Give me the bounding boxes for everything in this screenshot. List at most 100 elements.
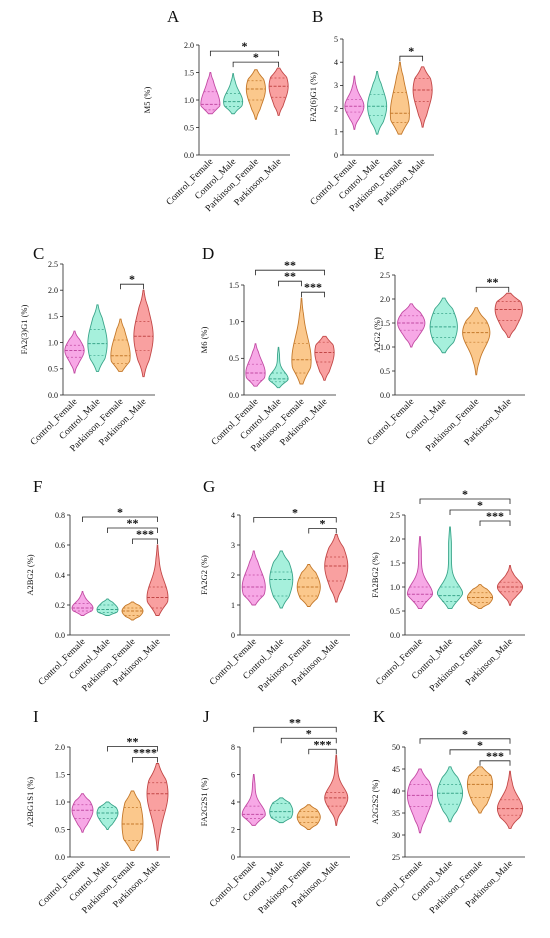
violin-parkinson-male (496, 564, 524, 606)
y-tick-label: 0 (231, 853, 235, 862)
y-tick-label: 1.5 (380, 319, 390, 328)
significance-label: ** (289, 715, 301, 729)
y-tick-label: 0.0 (48, 391, 58, 400)
significance-bracket (419, 498, 511, 504)
significance-label: **** (133, 746, 157, 760)
violin-control-female (245, 343, 266, 387)
y-tick-label: 4 (231, 511, 235, 520)
y-tick-label: 0.2 (55, 601, 65, 610)
significance-bracket (308, 748, 337, 755)
panel-label: H (373, 477, 385, 496)
y-axis-title: FA2(3)G1 (%) (19, 305, 29, 355)
y-tick-label: 1.5 (55, 770, 65, 779)
panel-label: K (373, 707, 386, 726)
y-tick-label: 0.5 (229, 354, 239, 363)
significance-bracket (255, 269, 325, 276)
y-tick-label: 2.0 (48, 286, 58, 295)
panel-label: A (167, 7, 180, 26)
y-tick-label: 1 (334, 128, 338, 137)
violin-control-female (64, 330, 85, 374)
y-tick-label: 0.4 (55, 571, 65, 580)
y-tick-label: 5 (334, 35, 338, 44)
y-tick-label: 2.5 (390, 511, 400, 520)
significance-bracket (278, 280, 302, 287)
y-tick-label: 0 (334, 151, 338, 160)
significance-bracket (280, 737, 337, 744)
significance-label: ** (284, 269, 296, 283)
y-tick-label: 40 (392, 787, 400, 796)
violin-parkinson-female (462, 307, 491, 376)
y-tick-label: 2 (231, 571, 235, 580)
y-tick-label: 45 (392, 765, 400, 774)
y-tick-label: 1.5 (390, 559, 400, 568)
panel-a: A0.00.51.01.52.0M5 (%)Control_FemaleCont… (142, 7, 290, 214)
y-tick-label: 0.0 (390, 631, 400, 640)
violin-parkinson-male (412, 66, 433, 128)
significance-bracket (120, 283, 144, 290)
y-tick-label: 1.0 (229, 317, 239, 326)
y-tick-label: 1.5 (48, 312, 58, 321)
y-tick-label: 0.5 (184, 123, 194, 132)
significance-label: *** (486, 749, 504, 763)
significance-bracket (107, 527, 158, 533)
y-tick-label: 2 (334, 104, 338, 113)
y-tick-label: 0 (231, 631, 235, 640)
violin-control-male (436, 766, 464, 823)
significance-bracket (107, 746, 158, 752)
significance-label: * (320, 517, 326, 531)
y-tick-label: 2.5 (48, 260, 58, 269)
x-category-label: Parkinson_Female (428, 859, 485, 916)
violin-control-male (87, 304, 108, 372)
violin-parkinson-female (121, 790, 144, 851)
y-tick-label: 1.5 (184, 68, 194, 77)
violin-control-male (96, 598, 119, 616)
y-tick-label: 8 (231, 743, 235, 752)
violin-parkinson-male (494, 292, 523, 338)
panel-label: F (33, 477, 42, 496)
violin-control-female (406, 768, 434, 834)
violin-control-male (429, 297, 458, 354)
significance-bracket (399, 55, 424, 62)
y-tick-label: 1 (231, 601, 235, 610)
y-tick-label: 2.0 (55, 743, 65, 752)
violin-control-female (344, 75, 365, 130)
significance-bracket (308, 528, 337, 534)
significance-label: *** (304, 280, 322, 294)
y-tick-label: 2.5 (380, 271, 390, 280)
y-tick-label: 0.0 (184, 151, 194, 160)
y-axis-title: M5 (%) (142, 86, 152, 113)
panel-label: D (202, 244, 214, 263)
y-tick-label: 0.0 (229, 391, 239, 400)
y-tick-label: 0.5 (48, 365, 58, 374)
violin-parkinson-male (268, 67, 289, 116)
y-tick-label: 0.5 (390, 607, 400, 616)
x-category-label: Control_Female (208, 859, 259, 910)
y-axis-title: FA2(6)G1 (%) (308, 72, 318, 122)
y-tick-label: 0.0 (55, 853, 65, 862)
violin-parkinson-male (324, 754, 349, 826)
significance-bracket (209, 50, 280, 57)
violin-control-female (241, 550, 266, 606)
significance-label: * (292, 506, 298, 520)
significance-bracket (475, 286, 510, 293)
significance-bracket (253, 726, 337, 733)
significance-label: ** (127, 516, 139, 530)
violin-parkinson-male (146, 763, 169, 851)
y-axis-title: A2BG1S1 (%) (25, 777, 35, 827)
violin-parkinson-female (296, 564, 321, 607)
y-tick-label: 2 (231, 825, 235, 834)
violin-control-female (241, 774, 266, 826)
y-tick-label: 25 (392, 853, 400, 862)
violin-control-female (397, 303, 426, 348)
x-category-label: Parkinson_Male (112, 859, 163, 910)
panel-label: E (374, 244, 384, 263)
panel-d: D0.00.51.01.5M6 (%)Control_FemaleControl… (199, 244, 336, 454)
y-axis-title: FA2BG2 (%) (370, 552, 380, 598)
violin-parkinson-male (314, 335, 335, 381)
significance-label: *** (486, 509, 504, 523)
